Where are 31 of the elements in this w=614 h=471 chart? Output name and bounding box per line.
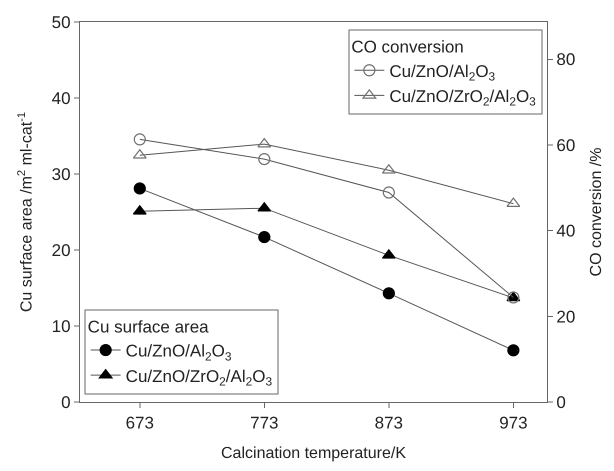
point [507, 291, 520, 304]
x-axis-title: Calcination temperature/K [221, 445, 406, 462]
x-tick-label: 873 [374, 413, 404, 432]
y2-tick-label: 60 [556, 136, 576, 155]
legend-label: Cu/ZnO/Al$_{2}$O$_{3}$ [126, 342, 232, 364]
y-tick-label: 40 [52, 88, 71, 108]
y2-tick-label: 0 [556, 392, 566, 412]
x-tick-label: 673 [126, 413, 154, 432]
y-tick-label: 20 [52, 240, 71, 260]
y2-tick-label: 80 [556, 50, 576, 70]
y-tick-label: 10 [52, 316, 71, 336]
legend-label: Cu/ZnO/ZrO$_{2}$/Al$_{2}$O$_{3}$ [389, 86, 536, 109]
y2-tick-label: 20 [556, 307, 576, 326]
x-tick-label: 973 [499, 413, 528, 432]
x-tick-label: 773 [250, 413, 278, 432]
legend-label: Cu/ZnO/Al$_{2}$O$_{3}$ [389, 62, 496, 84]
y-tick-label: 50 [52, 12, 71, 32]
point [507, 344, 520, 356]
y2-axis-title: CO conversion /% [588, 148, 606, 276]
y-tick-label: 30 [52, 164, 71, 184]
legend-label: Cu/ZnO/ZrO$_{2}$/Al$_{2}$O$_{3}$ [126, 366, 273, 388]
y2-tick-label: 40 [556, 222, 576, 241]
point [258, 230, 270, 244]
y-tick-label: 0 [61, 392, 71, 412]
point [382, 186, 395, 199]
point [382, 287, 395, 300]
point [258, 152, 270, 166]
point [134, 133, 146, 146]
annotation: Cu surface area [88, 318, 210, 336]
point [134, 182, 146, 195]
annotation: CO conversion [351, 38, 464, 57]
